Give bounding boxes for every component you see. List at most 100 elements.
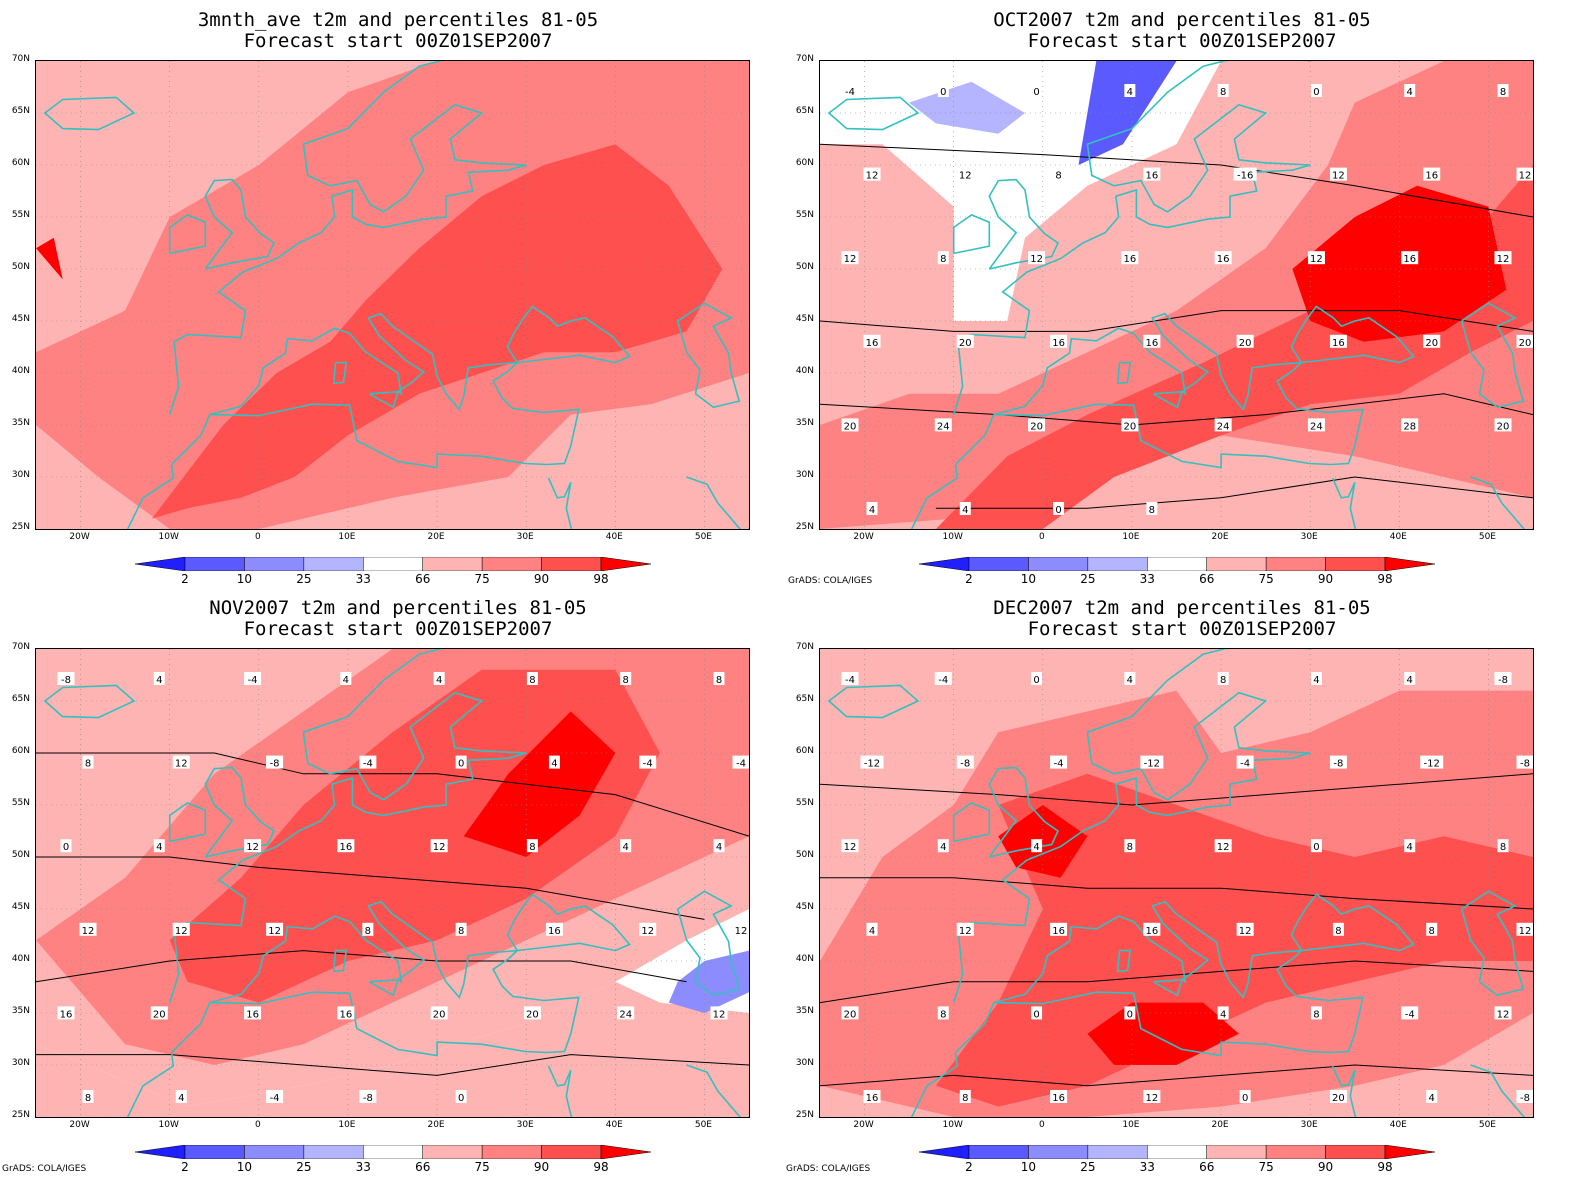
- contour-label: 4: [1124, 84, 1136, 98]
- coastline: [952, 213, 991, 255]
- coastline: [1470, 1064, 1533, 1117]
- panel-title-line2: Forecast start 00Z01SEP2007: [1027, 30, 1337, 52]
- coastline: [686, 476, 749, 529]
- svg-text:12: 12: [866, 171, 879, 182]
- contour-label: 4: [1404, 84, 1416, 98]
- lon-tick-label: 40E: [1389, 532, 1407, 542]
- lon-tick-label: 20E: [427, 532, 445, 542]
- svg-text:-4: -4: [1054, 759, 1064, 770]
- contour-label: -4: [1050, 755, 1068, 770]
- colorbar-label: 10: [236, 572, 253, 586]
- contour-line: [36, 856, 705, 920]
- coastline: [547, 477, 573, 529]
- contour-label: 20: [523, 1006, 541, 1020]
- contour-label: 0: [1310, 839, 1322, 853]
- contour-label: 16: [863, 334, 881, 349]
- coastline: [910, 414, 995, 529]
- contour-label: 12: [639, 922, 657, 937]
- lat-tick-label: 65N: [11, 694, 30, 704]
- svg-text:8: 8: [458, 926, 464, 937]
- lat-tick-label: 55N: [795, 210, 814, 220]
- contour-label: 4: [1426, 1090, 1438, 1104]
- colorbar-label: 2: [181, 572, 189, 586]
- svg-text:4: 4: [1127, 87, 1133, 98]
- coastline: [209, 900, 580, 1057]
- contour-label: 8: [1332, 922, 1344, 937]
- contour-label: 8: [620, 672, 632, 686]
- shaded-region: [463, 711, 616, 857]
- contour-line: [820, 1064, 1533, 1087]
- contour-label: 28: [1401, 418, 1419, 432]
- contour-label: 4: [433, 672, 445, 686]
- contour-label: 0: [1031, 672, 1043, 686]
- grads-credit: GrADS: COLA/IGES: [788, 576, 873, 586]
- coastline: [993, 312, 1364, 469]
- contour-label: 16: [1329, 334, 1347, 349]
- shaded-region: [909, 81, 1025, 134]
- coastline: [126, 414, 211, 529]
- lat-tick-label: 35N: [795, 418, 814, 428]
- coastline: [952, 752, 1311, 1003]
- lon-tick-label: 10W: [158, 532, 179, 542]
- contour-label: 24: [617, 1006, 635, 1020]
- svg-text:12: 12: [1239, 926, 1252, 937]
- svg-text:20: 20: [1497, 421, 1510, 432]
- colorbar-label: 25: [1080, 1160, 1096, 1174]
- contour-label: 16: [57, 1006, 75, 1020]
- contour-label: 0: [455, 755, 467, 770]
- svg-text:8: 8: [365, 926, 371, 937]
- lat-tick-label: 40N: [11, 954, 30, 964]
- colorbar-label: 66: [1199, 572, 1215, 586]
- svg-text:0: 0: [1033, 675, 1039, 686]
- coastline: [1152, 978, 1183, 997]
- svg-text:4: 4: [343, 675, 349, 686]
- contour-label: 8: [1124, 839, 1136, 853]
- lon-tick-label: 20E: [1211, 1120, 1229, 1130]
- svg-text:4: 4: [716, 842, 722, 853]
- contour-label: 16: [337, 839, 355, 853]
- svg-text:-16: -16: [1237, 171, 1253, 182]
- svg-text:20: 20: [844, 421, 857, 432]
- svg-text:20: 20: [1519, 338, 1532, 349]
- shaded-region: [668, 950, 749, 1013]
- svg-text:20: 20: [959, 338, 972, 349]
- colorbar-label: 33: [1139, 572, 1155, 586]
- contour-label: 8: [1497, 839, 1509, 853]
- coastline: [988, 178, 1060, 270]
- lon-tick-label: 30E: [1300, 1120, 1318, 1130]
- contour-label: 16: [863, 1090, 881, 1104]
- coastline: [1470, 476, 1533, 529]
- svg-text:0: 0: [1055, 505, 1061, 516]
- svg-text:20: 20: [433, 1009, 446, 1020]
- shaded-region: [36, 981, 749, 1117]
- contour-label: 0: [937, 84, 949, 98]
- svg-text:-8: -8: [1520, 759, 1530, 770]
- colorbar-label: 98: [593, 1160, 609, 1174]
- svg-text:0: 0: [458, 1093, 464, 1104]
- shaded-region: [820, 61, 1533, 529]
- svg-text:16: 16: [1425, 171, 1438, 182]
- coastline: [1331, 1065, 1357, 1117]
- svg-text:12: 12: [1519, 171, 1532, 182]
- contour-label: 12: [1214, 839, 1232, 853]
- map-frame: -4 0 0 4 8 0 4 8 12 12 8 16 -16 12 16 12 12 8 12 16 16 12 16 12…: [819, 60, 1534, 530]
- lat-tick-label: 30N: [11, 1058, 30, 1068]
- contour-label: 20: [841, 418, 859, 432]
- contour-label: 4: [1404, 839, 1416, 853]
- contour-label: -8: [1494, 672, 1512, 686]
- coastline: [368, 390, 399, 409]
- colorbar-label: 90: [1317, 572, 1334, 586]
- panel-title-line2: Forecast start 00Z01SEP2007: [1027, 618, 1337, 640]
- svg-text:16: 16: [866, 1093, 879, 1104]
- svg-text:0: 0: [1033, 87, 1039, 98]
- svg-text:8: 8: [1127, 842, 1133, 853]
- svg-text:24: 24: [937, 421, 950, 432]
- lon-tick-label: 20E: [427, 1120, 445, 1130]
- svg-text:8: 8: [1500, 87, 1506, 98]
- svg-text:8: 8: [1335, 926, 1341, 937]
- contour-label: 20: [1423, 334, 1441, 349]
- contour-label: 8: [526, 839, 538, 853]
- contour-label: 20: [841, 1006, 859, 1020]
- svg-text:0: 0: [1313, 842, 1319, 853]
- contour-label: 8: [82, 755, 94, 770]
